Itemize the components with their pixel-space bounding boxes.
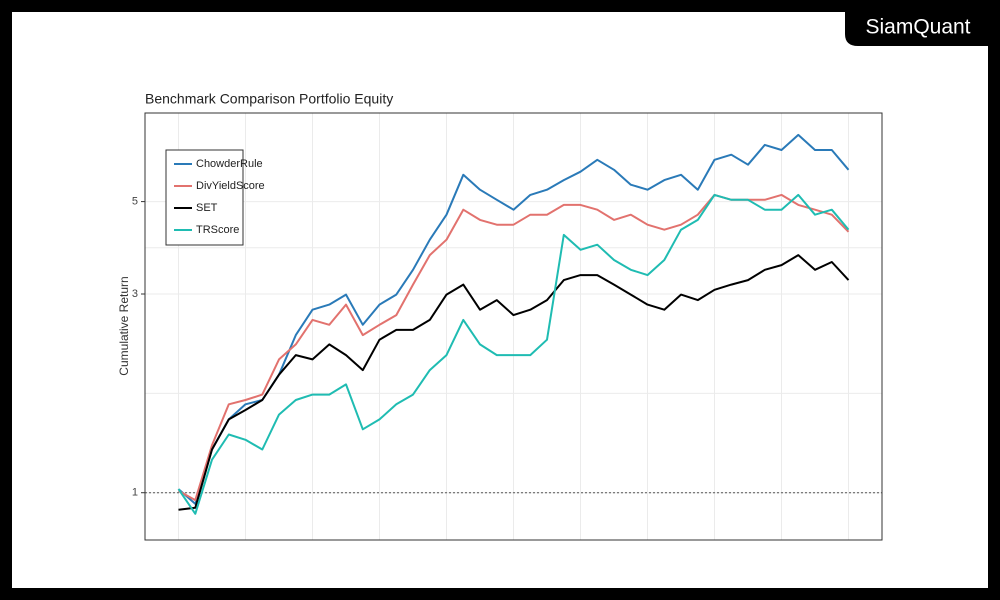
- y-tick-label: 5: [132, 196, 138, 208]
- legend-label: DivYieldScore: [196, 180, 265, 192]
- series-line: [177, 193, 850, 515]
- logo: SiamQuant: [865, 16, 970, 39]
- y-tick-label: 1: [132, 487, 138, 499]
- legend-label: ChowderRule: [196, 158, 263, 170]
- legend-label: TRScore: [196, 224, 239, 236]
- legend-label: SET: [196, 202, 218, 214]
- plot: 1 3 5 ChowderRule DivYieldScore SET TRScore: [132, 112, 883, 541]
- y-tick-label: 3: [132, 288, 138, 300]
- y-axis-label: Cumulative Return: [117, 276, 131, 375]
- series-line: [178, 254, 850, 511]
- chart-title: Benchmark Comparison Portfolio Equity: [145, 91, 393, 107]
- plot-border: [144, 112, 883, 541]
- logo-tab: [845, 12, 988, 46]
